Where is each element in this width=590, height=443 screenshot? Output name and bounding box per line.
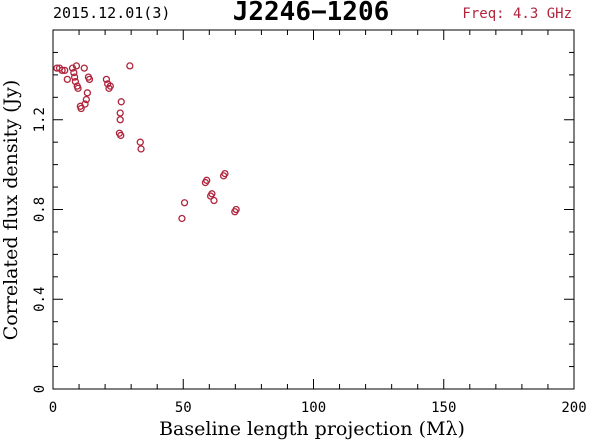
- x-tick-labels: 0 50 100 150 200: [49, 400, 587, 416]
- data-point: [61, 66, 69, 75]
- x-tick-label: 50: [175, 400, 192, 416]
- frequency-label: Freq: 4.3 GHz: [462, 6, 572, 22]
- x-tick-label: 100: [301, 400, 326, 416]
- data-point: [58, 66, 66, 75]
- y-axis-label: Correlated flux density (Jy): [0, 80, 22, 341]
- data-point: [232, 205, 240, 214]
- data-point: [178, 214, 186, 223]
- data-point: [106, 82, 114, 90]
- data-point: [71, 77, 80, 86]
- data-point: [210, 196, 218, 205]
- y-tick-labels: 0 0.4 0.8 1.2: [32, 107, 48, 393]
- x-axis-label: Baseline length projection (Mλ): [159, 418, 465, 440]
- data-point: [116, 116, 124, 124]
- data-point: [102, 75, 111, 84]
- data-point: [82, 95, 90, 104]
- date-label: 2015.12.01(3): [53, 4, 170, 22]
- chart-title: J2246−1206: [233, 0, 390, 27]
- data-point: [80, 64, 88, 72]
- data-point: [180, 199, 189, 207]
- data-point: [85, 75, 94, 84]
- y-tick-label: 0.4: [32, 287, 48, 312]
- axis-ticks: [52, 29, 575, 390]
- y-tick-label: 0.8: [32, 197, 48, 222]
- data-points: [53, 62, 240, 223]
- data-point: [83, 89, 92, 97]
- data-point: [70, 73, 79, 81]
- data-point: [116, 109, 124, 117]
- data-point: [137, 145, 145, 153]
- data-point: [203, 176, 211, 184]
- x-tick-label: 150: [431, 400, 456, 416]
- data-point: [126, 62, 134, 70]
- data-point: [72, 62, 81, 70]
- data-point: [117, 98, 125, 106]
- data-point: [221, 169, 229, 178]
- data-point: [81, 100, 89, 108]
- data-point: [136, 138, 144, 146]
- data-point: [63, 75, 71, 84]
- y-tick-label: 1.2: [32, 107, 48, 132]
- y-tick-label: 0: [32, 385, 48, 393]
- data-point: [117, 131, 125, 140]
- x-tick-label: 200: [561, 400, 586, 416]
- plot-frame: [52, 29, 575, 390]
- data-point: [74, 84, 82, 92]
- data-point: [70, 68, 78, 77]
- data-point: [77, 104, 85, 113]
- x-tick-label: 0: [49, 400, 57, 416]
- data-point: [208, 190, 216, 198]
